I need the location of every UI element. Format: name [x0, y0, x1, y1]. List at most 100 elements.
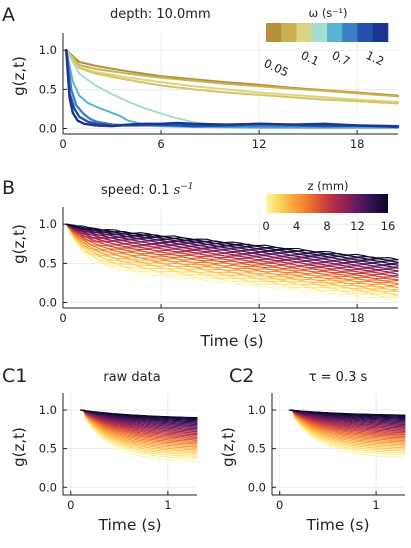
colorbar-b-tick-label: 12	[350, 219, 365, 233]
panel-b-annotation-unit: s	[174, 183, 181, 198]
colorbar-a-cell	[342, 23, 358, 42]
series-line-z-14	[288, 409, 406, 436]
colorbar-a-cell	[372, 23, 389, 42]
x-tick-label: 1	[372, 498, 379, 512]
series-line-z-7	[288, 409, 406, 446]
series-line-z-3	[79, 409, 198, 456]
series-line-z-32	[79, 409, 198, 419]
panel-b: B g(z,t) speed: 0.1 s−1 Time (s) 0 6 12 18 0…	[2, 177, 399, 350]
y-tick-label: 0.5	[248, 442, 266, 456]
panel-b-axes: 0 6 12 18 0.0 0.5 1.0	[39, 207, 398, 325]
series-line-z-19	[79, 409, 198, 433]
panel-b-colorbar: z (mm) 0 4 8 12 16	[262, 179, 395, 233]
y-tick-label: 0.0	[39, 480, 57, 494]
series-line-z-12	[288, 409, 406, 439]
series-line-z-1	[65, 223, 399, 298]
colorbar-a-cell	[281, 23, 297, 42]
colorbar-a-cell	[311, 23, 328, 42]
series-line-z-2	[65, 223, 399, 297]
series-line-z-13	[79, 409, 198, 441]
x-tick-label: 12	[252, 137, 267, 151]
panel-b-label: B	[2, 177, 15, 199]
y-tick-label: 0.0	[39, 122, 57, 136]
y-tick-label: 0.5	[39, 82, 57, 96]
series-line-z-11	[288, 409, 406, 440]
x-tick-label: 6	[157, 137, 164, 151]
colorbar-b-tick-label: 0	[262, 219, 269, 233]
series-line-z-32	[65, 223, 399, 261]
series-line-z-8	[288, 409, 406, 444]
colorbar-b-tick-label: 4	[293, 219, 300, 233]
series-line-z-7	[79, 409, 198, 449]
panel-a-label: A	[2, 4, 15, 26]
colorbar-b-title: z (mm)	[307, 179, 348, 193]
series-line-z-15	[288, 409, 406, 435]
series-line-z-4	[288, 409, 406, 450]
series-line-z-19	[65, 223, 399, 275]
panel-a-axes: 0 6 12 18 0.0 0.5 1.0	[39, 33, 398, 151]
series-line-z-21	[288, 409, 406, 428]
y-tick-label: 1.0	[39, 217, 57, 231]
colorbar-a-cell	[296, 23, 313, 42]
panel-b-annotation: speed: 0.1 s−1	[101, 182, 194, 198]
series-line-z-14	[79, 409, 198, 440]
colorbar-a-tick-2: 0.7	[330, 48, 352, 68]
series-line-z-1	[288, 409, 406, 456]
colorbar-a-tick-3: 1.2	[364, 48, 386, 68]
x-tick-label: 0	[59, 137, 66, 151]
x-tick-label: 1	[164, 498, 171, 512]
series-line-z-5	[288, 409, 406, 449]
series-line-z-6	[79, 409, 198, 451]
series-line-z-13	[288, 409, 406, 438]
x-tick-label: 18	[350, 137, 365, 151]
series-line-a-3	[65, 49, 399, 105]
series-line-a-8	[65, 49, 400, 128]
series-line-z-9	[288, 409, 406, 443]
panel-c1-ylabel: g(z,t)	[10, 427, 28, 467]
panel-b-annotation-exponent: −1	[180, 182, 193, 192]
panel-c2-ylabel: g(z,t)	[219, 427, 237, 467]
x-tick-label: 6	[157, 311, 164, 325]
panel-c1-axes: 0 1 0.0 0.5 1.0	[39, 393, 197, 512]
series-line-z-32	[288, 409, 406, 416]
colorbar-a-title: ω (s⁻¹)	[309, 6, 348, 20]
series-line-z-14	[65, 223, 399, 281]
y-tick-label: 1.0	[248, 403, 266, 417]
series-line-z-18	[79, 409, 198, 435]
series-line-z-2	[288, 409, 406, 454]
y-tick-label: 1.0	[39, 43, 57, 57]
panel-a-colorbar: ω (s⁻¹) 0.05 0.1 0.7 1.2	[262, 6, 389, 80]
colorbar-a-tick-1: 0.1	[299, 48, 321, 68]
panel-a-series	[65, 49, 400, 129]
series-line-a-1	[65, 49, 399, 98]
series-line-z-0	[79, 409, 198, 462]
colorbar-a-tick-0: 0.05	[262, 56, 291, 80]
x-tick-label: 0	[67, 498, 74, 512]
series-line-z-10	[79, 409, 198, 445]
panel-b-ylabel: g(z,t)	[10, 224, 28, 264]
series-line-z-11	[79, 409, 198, 444]
panel-b-xlabel: Time (s)	[199, 332, 263, 350]
series-line-z-6	[288, 409, 406, 447]
series-line-z-16	[79, 409, 198, 437]
series-line-z-15	[79, 409, 198, 438]
series-line-z-12	[79, 409, 198, 442]
panel-a: A g(z,t) depth: 10.0mm 0 6 12 18 0.0 0.5 1.0 ω…	[2, 4, 400, 151]
y-tick-label: 0.0	[248, 480, 266, 494]
series-line-z-17	[79, 409, 198, 436]
panel-c1: C1 g(z,t) raw data Time (s) 0 1 0.0 0.5 1.0	[2, 365, 198, 534]
x-tick-label: 0	[276, 498, 283, 512]
panel-c1-xlabel: Time (s)	[97, 516, 161, 534]
panel-c2-label: C2	[229, 365, 254, 387]
series-line-z-2	[79, 409, 198, 457]
x-tick-label: 12	[252, 311, 267, 325]
series-line-z-10	[288, 409, 406, 442]
y-tick-label: 1.0	[39, 403, 57, 417]
series-line-z-16	[288, 409, 406, 434]
y-tick-label: 0.5	[39, 256, 57, 270]
colorbar-b-ticks: 0 4 8 12 16	[262, 219, 395, 233]
x-tick-label: 18	[350, 311, 365, 325]
series-line-z-21	[79, 409, 198, 431]
series-line-z-10	[65, 223, 399, 285]
